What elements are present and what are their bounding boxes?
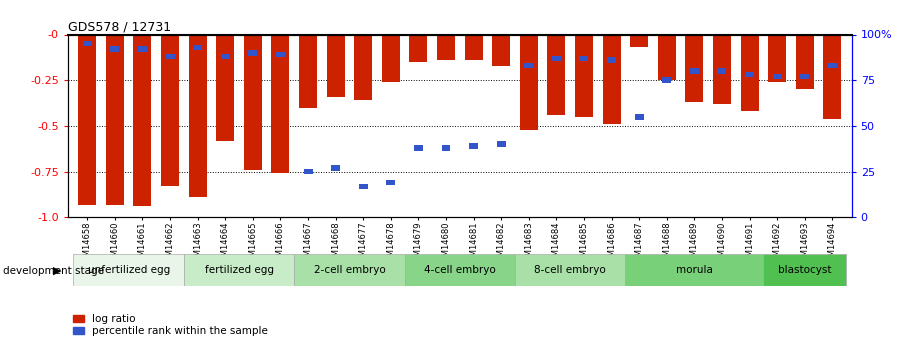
Bar <box>294 254 405 286</box>
Bar <box>552 56 561 61</box>
Text: development stage: development stage <box>3 266 103 276</box>
Text: 2-cell embryo: 2-cell embryo <box>313 265 385 275</box>
Bar <box>331 165 340 171</box>
Bar <box>193 45 202 50</box>
Bar <box>469 143 478 149</box>
Text: unfertilized egg: unfertilized egg <box>88 265 169 275</box>
Bar <box>221 54 230 59</box>
Bar <box>492 34 510 66</box>
Bar <box>161 34 179 186</box>
Bar <box>547 34 565 115</box>
Bar <box>354 34 372 100</box>
Bar <box>138 46 147 52</box>
Bar <box>607 57 616 63</box>
Legend: log ratio, percentile rank within the sample: log ratio, percentile rank within the sa… <box>73 314 268 336</box>
Bar <box>78 34 96 205</box>
Bar <box>795 34 814 89</box>
Bar <box>82 41 92 46</box>
Bar <box>272 34 289 174</box>
Bar <box>73 254 184 286</box>
Bar <box>386 180 395 185</box>
Bar <box>740 34 758 111</box>
Bar <box>244 34 262 170</box>
Bar <box>414 145 423 151</box>
Bar <box>800 74 809 79</box>
Bar <box>465 34 483 60</box>
Bar <box>496 141 506 147</box>
Bar <box>689 68 699 74</box>
Bar <box>184 254 294 286</box>
Bar <box>828 63 837 68</box>
Bar <box>327 34 344 97</box>
Text: 4-cell embryo: 4-cell embryo <box>424 265 496 275</box>
Bar <box>631 34 648 47</box>
Bar <box>359 184 368 189</box>
Bar <box>525 63 534 68</box>
Bar <box>580 56 589 61</box>
Bar <box>602 34 621 124</box>
Bar <box>299 34 317 108</box>
Bar <box>658 34 676 80</box>
Bar <box>188 34 207 197</box>
Bar <box>685 34 703 102</box>
Bar <box>441 145 450 151</box>
Bar <box>718 68 727 74</box>
Text: fertilized egg: fertilized egg <box>205 265 274 275</box>
Text: blastocyst: blastocyst <box>778 265 832 275</box>
Bar <box>166 54 175 59</box>
Bar <box>662 78 671 83</box>
Bar <box>625 254 764 286</box>
Bar <box>575 34 593 117</box>
Bar <box>276 52 284 57</box>
Text: ▶: ▶ <box>53 266 62 276</box>
Bar <box>635 114 643 119</box>
Bar <box>381 34 400 82</box>
Bar <box>520 34 538 130</box>
Bar <box>824 34 842 119</box>
Bar <box>773 74 782 79</box>
Bar <box>133 34 151 206</box>
Bar <box>764 254 846 286</box>
Bar <box>768 34 786 82</box>
Bar <box>248 50 257 56</box>
Bar <box>405 254 515 286</box>
Bar <box>745 72 754 78</box>
Bar <box>217 34 235 140</box>
Bar <box>304 169 313 174</box>
Bar <box>106 34 124 205</box>
Bar <box>515 254 625 286</box>
Bar <box>410 34 428 62</box>
Bar <box>111 46 120 52</box>
Text: 8-cell embryo: 8-cell embryo <box>535 265 606 275</box>
Text: morula: morula <box>676 265 713 275</box>
Bar <box>713 34 731 104</box>
Text: GDS578 / 12731: GDS578 / 12731 <box>68 20 171 33</box>
Bar <box>437 34 455 60</box>
